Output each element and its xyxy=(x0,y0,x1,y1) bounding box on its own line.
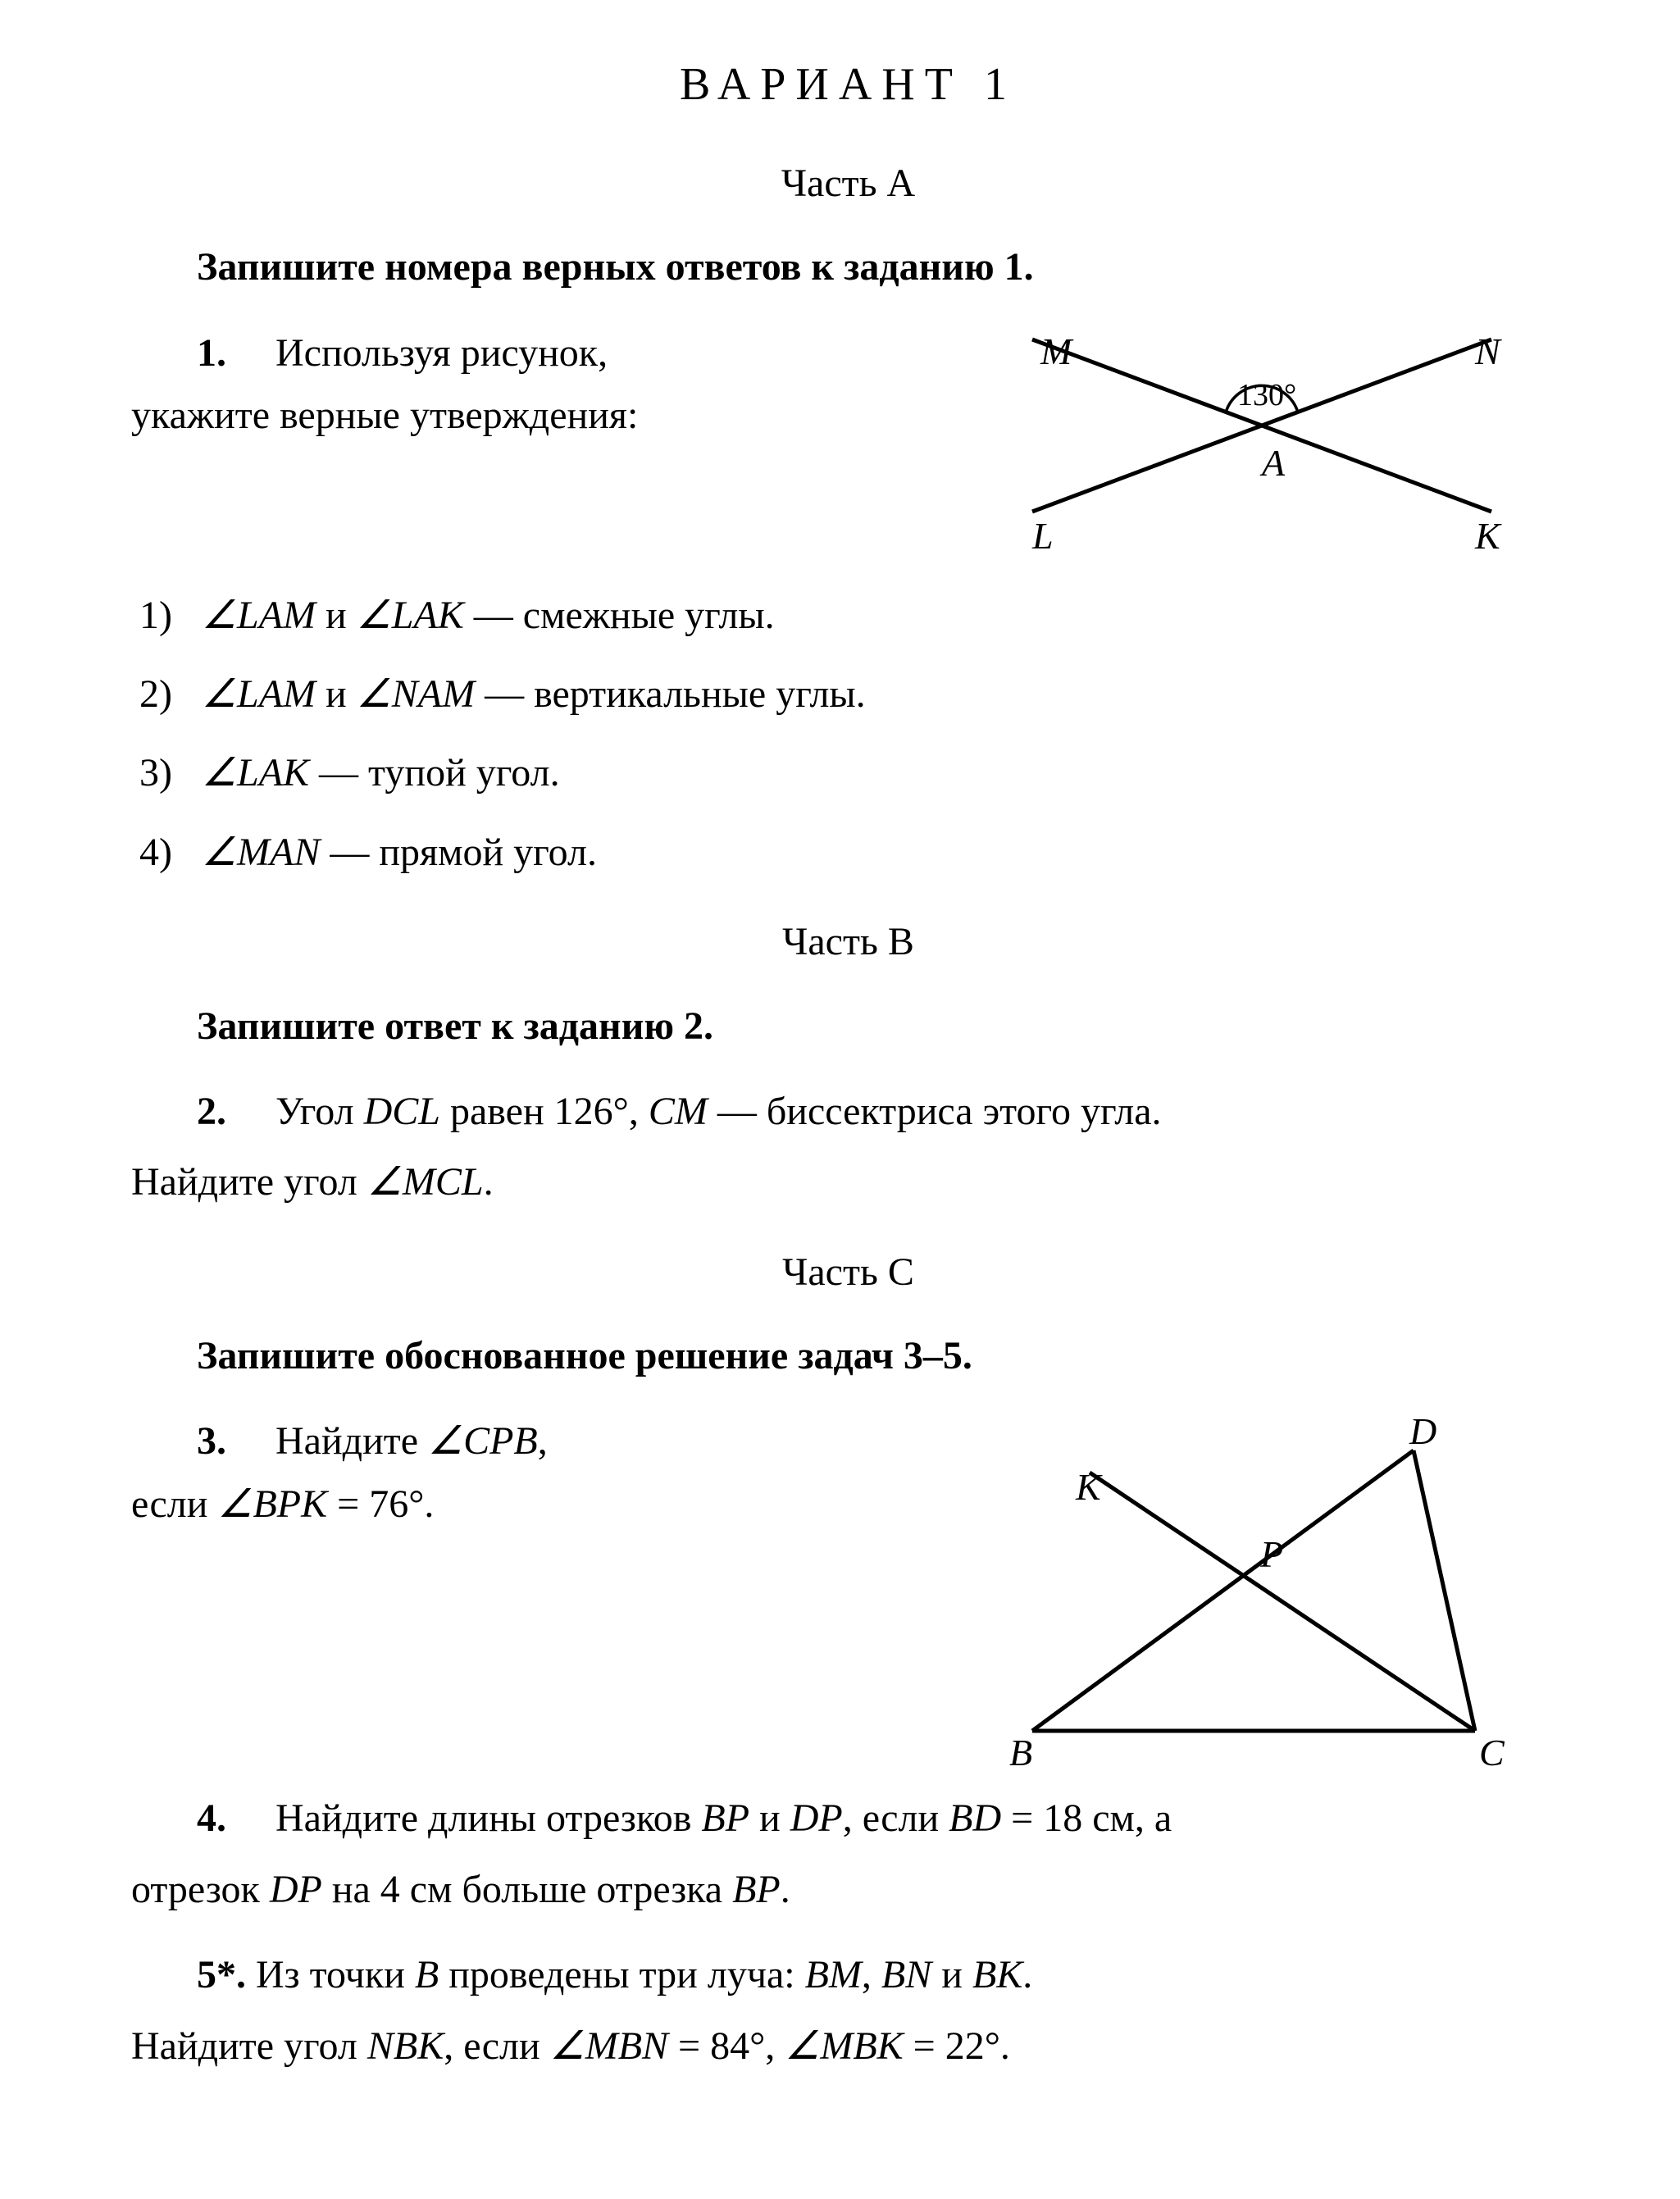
p4-t2: и xyxy=(749,1796,790,1840)
p5-t7: , если xyxy=(444,2024,549,2068)
p5-b: B xyxy=(415,1953,439,1996)
p4-t3: , если xyxy=(843,1796,949,1840)
svg-text:C: C xyxy=(1479,1732,1505,1772)
svg-text:K: K xyxy=(1474,515,1502,557)
p4-t1: Найдите длины отрезков xyxy=(275,1796,701,1840)
p3-bpk: ∠BPK xyxy=(217,1482,327,1526)
option-2: 2) ∠LAM и ∠NAM — вертикальные углы. xyxy=(139,664,1565,725)
p5-t6: Найдите угол xyxy=(131,2024,367,2068)
problem-3-line2: если ∠BPK = 76°. xyxy=(131,1474,909,1535)
p4-bp2: BP xyxy=(732,1868,781,1911)
svg-text:N: N xyxy=(1474,330,1502,372)
p5-nbk: NBK xyxy=(367,2024,444,2068)
svg-text:L: L xyxy=(1031,515,1054,557)
p4-bd: BD xyxy=(949,1796,1001,1840)
p5-t8: = 84°, xyxy=(668,2024,785,2068)
p5-mbn: ∠MBN xyxy=(550,2024,668,2068)
p4-dp: DP xyxy=(790,1796,843,1840)
p3-t1: Найдите xyxy=(275,1419,428,1463)
option-4: 4) ∠MAN — прямой угол. xyxy=(139,822,1565,883)
p5-t9: = 22°. xyxy=(904,2024,1010,2068)
problem-5-number: 5*. xyxy=(197,1953,246,1996)
p5-t3: , xyxy=(862,1953,881,1996)
p3-t4: = 76°. xyxy=(327,1482,434,1526)
svg-text:K: K xyxy=(1075,1466,1103,1508)
p4-bp: BP xyxy=(701,1796,749,1840)
svg-text:130°: 130° xyxy=(1237,378,1296,412)
svg-text:B: B xyxy=(1009,1732,1032,1772)
p5-t2: проведены три луча: xyxy=(439,1953,804,1996)
p2-dcl: DCL xyxy=(364,1090,440,1133)
p5-bm: BM xyxy=(805,1953,862,1996)
problem-2-line2: Найдите угол ∠MCL. xyxy=(131,1152,1565,1213)
problem-4: 4. Найдите длины отрезков BP и DP, если … xyxy=(131,1788,1565,1849)
problem-1: 1. Используя рисунок, укажите верные утв… xyxy=(131,323,1565,561)
option-3-num: 3) xyxy=(139,751,192,794)
option-2-num: 2) xyxy=(139,672,192,716)
svg-text:D: D xyxy=(1409,1411,1436,1452)
p2-t2: равен 126°, xyxy=(440,1090,649,1133)
p4-t5: отрезок xyxy=(131,1868,270,1911)
problem-3-number: 3. xyxy=(197,1419,226,1463)
p2-t5: . xyxy=(484,1160,494,1204)
option-4-num: 4) xyxy=(139,831,192,874)
problem-3: 3. Найдите ∠CPB, если ∠BPK = 76°. K D P … xyxy=(131,1411,1565,1772)
p2-t1: Угол xyxy=(275,1090,364,1133)
problem-5-line2: Найдите угол NBK, если ∠MBN = 84°, ∠MBK … xyxy=(131,2016,1565,2077)
problem-2-number: 2. xyxy=(197,1090,226,1133)
svg-text:A: A xyxy=(1259,442,1286,484)
p5-bn: BN xyxy=(881,1953,931,1996)
p5-t5: . xyxy=(1022,1953,1032,1996)
p3-t3: если xyxy=(131,1482,217,1526)
problem-1-text2: укажите верные утверждения: xyxy=(131,385,885,446)
option-3: 3) ∠LAK — тупой угол. xyxy=(139,743,1565,804)
part-b-instruction: Запишите ответ к заданию 2. xyxy=(131,996,1565,1057)
problem-2: 2. Угол DCL равен 126°, CM — биссектриса… xyxy=(131,1081,1565,1142)
figure-3: K D P B C xyxy=(942,1411,1565,1772)
p4-t7: . xyxy=(781,1868,790,1911)
p4-t4: = 18 см, а xyxy=(1001,1796,1172,1840)
svg-text:P: P xyxy=(1259,1533,1283,1575)
option-1: 1) ∠LAM и ∠LAK — смежные углы. xyxy=(139,585,1565,646)
part-a-instruction: Запишите номера верных ответов к заданию… xyxy=(131,237,1565,298)
p5-t4: и xyxy=(931,1953,972,1996)
p2-t3: — биссектриса этого угла. xyxy=(708,1090,1162,1133)
p4-t6: на 4 см больше отрезка xyxy=(322,1868,732,1911)
p5-t1: Из точки xyxy=(256,1953,415,1996)
part-b-title: Часть В xyxy=(131,912,1565,972)
p2-cm: CM xyxy=(649,1090,708,1133)
problem-4-number: 4. xyxy=(197,1796,226,1840)
part-c-instruction: Запишите обоснованное решение задач 3–5. xyxy=(131,1326,1565,1386)
problem-1-number: 1. xyxy=(197,331,226,375)
figure-1: M N L K A 130° xyxy=(917,323,1565,561)
problem-5: 5*. Из точки B проведены три луча: BM, B… xyxy=(131,1945,1565,2006)
p5-mbk: ∠MBK xyxy=(785,2024,903,2068)
p5-bk: BK xyxy=(972,1953,1022,1996)
part-c-title: Часть С xyxy=(131,1242,1565,1303)
option-1-num: 1) xyxy=(139,594,192,637)
problem-1-text1: Используя рисунок, xyxy=(275,331,608,375)
svg-text:M: M xyxy=(1040,330,1074,372)
problem-4-line2: отрезок DP на 4 см больше отрезка BP. xyxy=(131,1860,1565,1920)
problem-1-options: 1) ∠LAM и ∠LAK — смежные углы. 2) ∠LAM и… xyxy=(139,585,1565,884)
p4-dp2: DP xyxy=(270,1868,322,1911)
p2-t4: Найдите угол xyxy=(131,1160,367,1204)
p2-mcl: ∠MCL xyxy=(367,1160,484,1204)
p3-t2: , xyxy=(538,1419,548,1463)
variant-title: ВАРИАНТ 1 xyxy=(131,49,1565,121)
part-a-title: Часть А xyxy=(131,153,1565,214)
p3-cpb: ∠CPB xyxy=(428,1419,538,1463)
